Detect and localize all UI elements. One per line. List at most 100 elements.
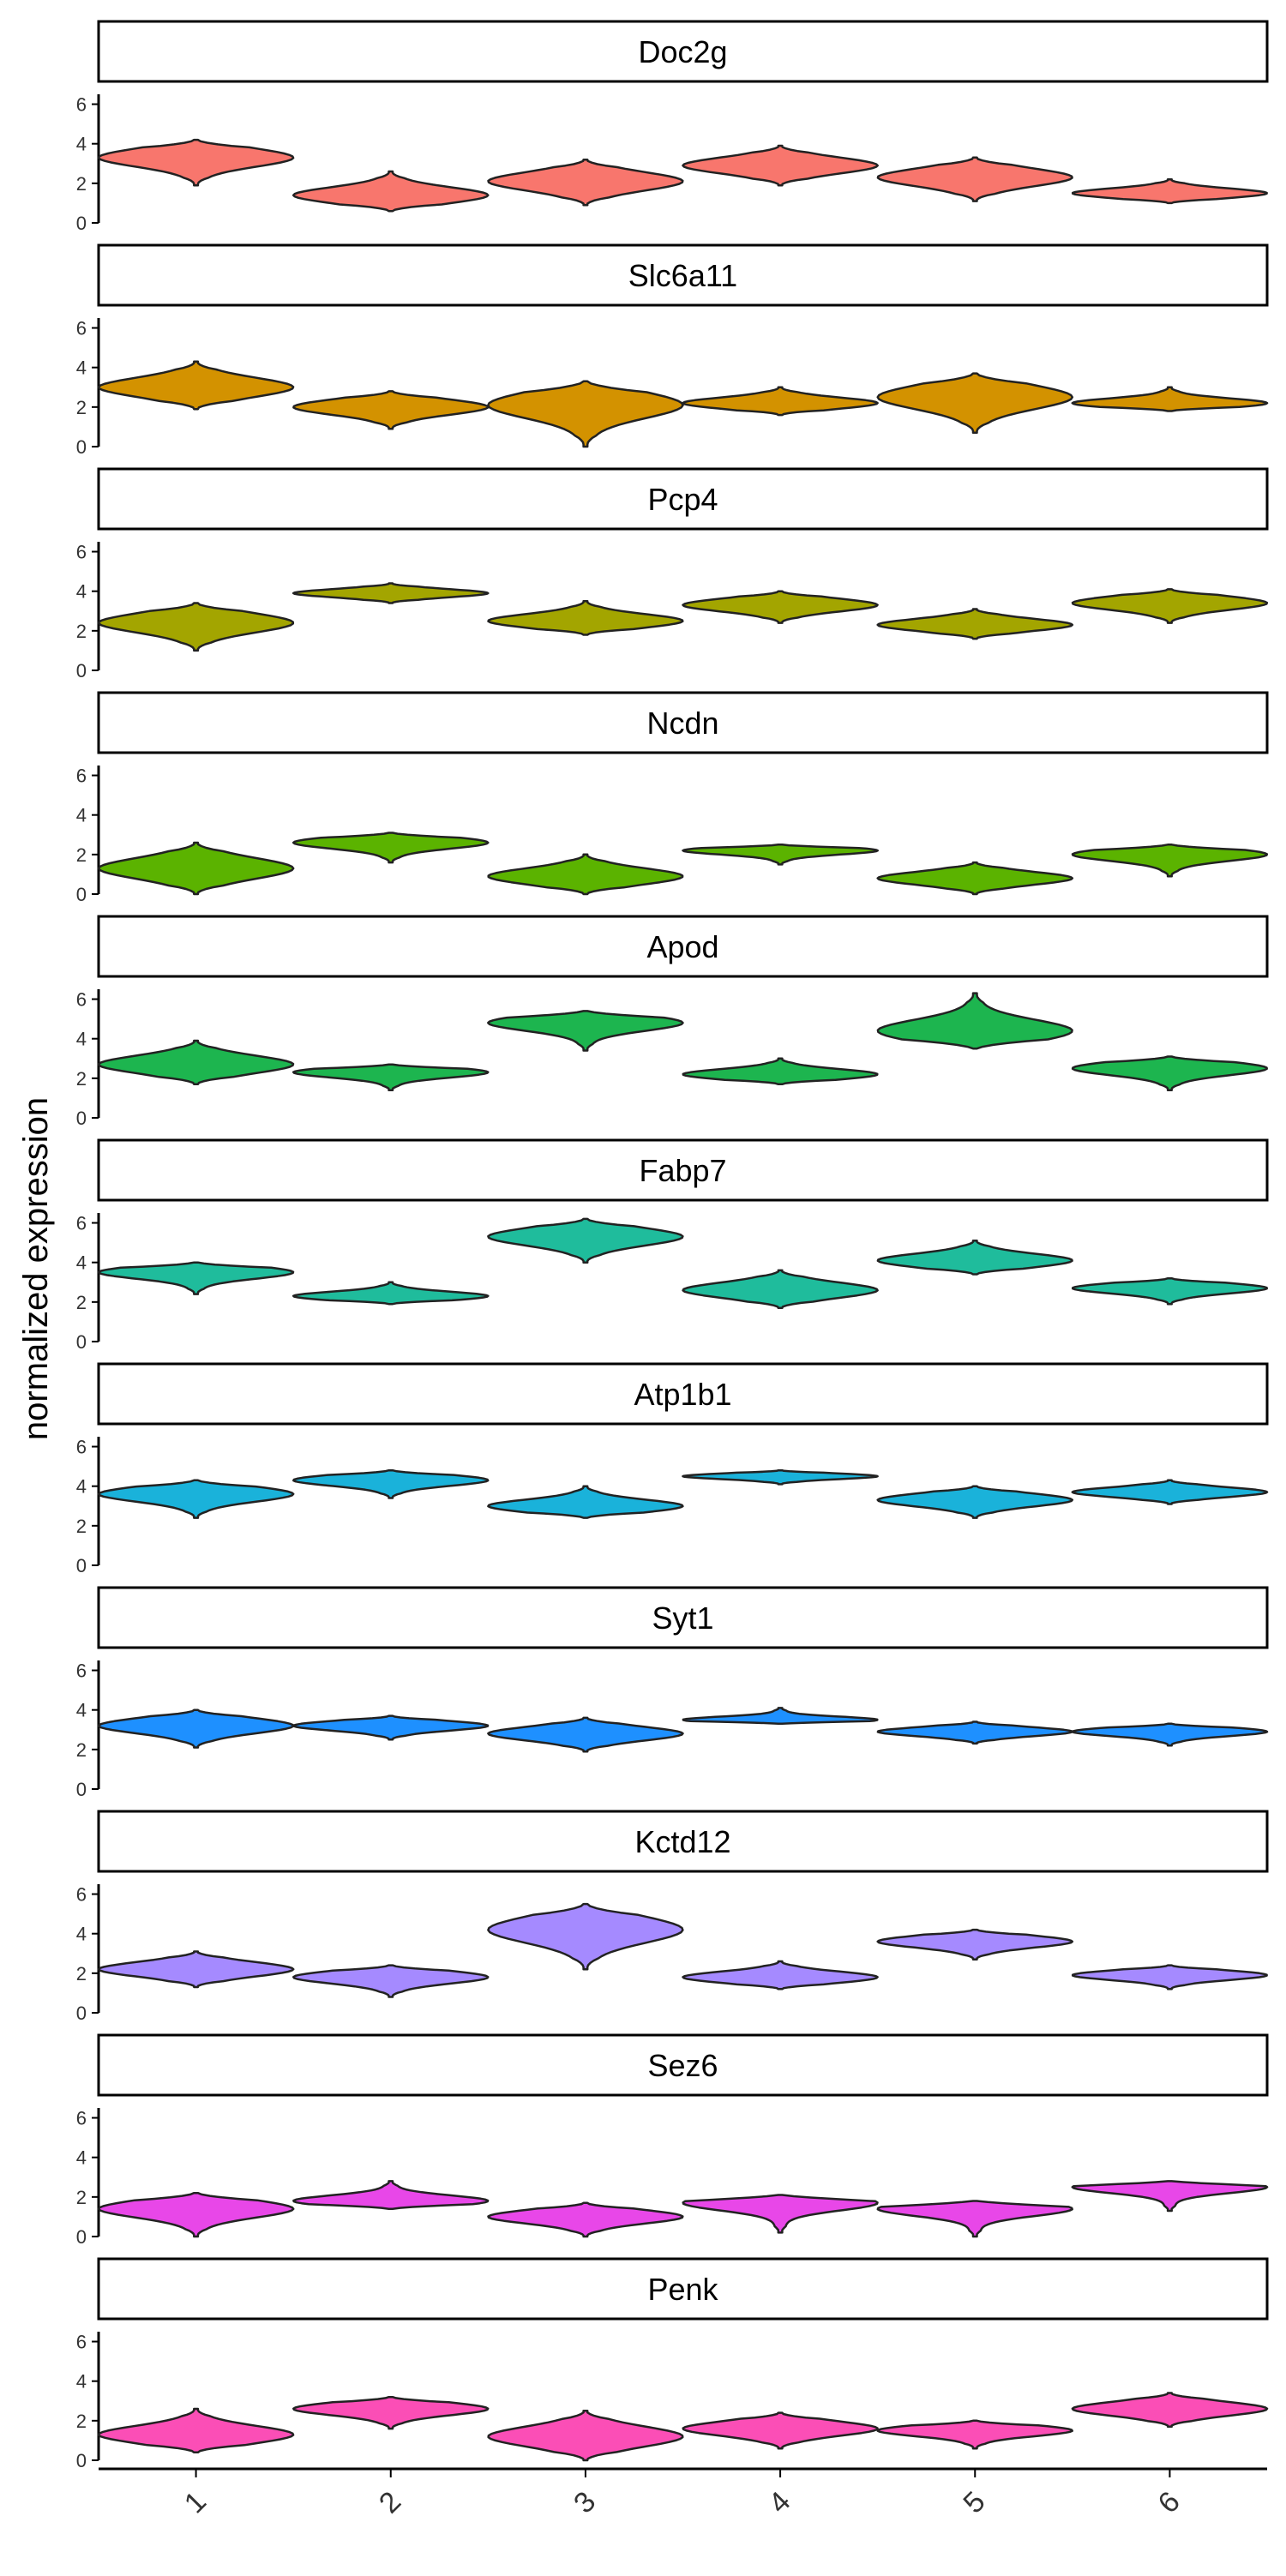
violin-pcp4-5: [876, 608, 1074, 640]
y-tick-label: 2: [76, 1963, 87, 1985]
panel-title: Atp1b1: [634, 1377, 731, 1412]
violin-apod-5: [876, 992, 1073, 1050]
violin-pcp4-1: [98, 602, 295, 652]
violin-slc6a11-5: [876, 372, 1074, 435]
violin-kctd12-5: [876, 1928, 1074, 1961]
y-axis-label: normalized expression: [17, 1097, 55, 1440]
panel-title: Penk: [647, 2272, 718, 2307]
violin-atp1b1-2: [292, 1468, 490, 1499]
violin-syt1-2: [292, 1714, 490, 1741]
panel-title: Kctd12: [634, 1824, 730, 1859]
y-tick-label: 6: [76, 2332, 87, 2353]
y-tick-label: 0: [76, 2226, 87, 2248]
y-tick-label: 0: [76, 2003, 87, 2024]
strip-box: [97, 1138, 1269, 1202]
violin-slc6a11-6: [1071, 386, 1269, 412]
strip-box: [97, 915, 1269, 978]
y-tick-label: 2: [76, 844, 87, 866]
y-tick-label: 4: [76, 1252, 87, 1274]
y-tick-label: 6: [76, 542, 87, 563]
panel-title: Apod: [646, 929, 718, 964]
violin-atp1b1-6: [1071, 1479, 1269, 1505]
y-tick-label: 6: [76, 1884, 87, 1906]
y-tick-label: 6: [76, 1660, 87, 1682]
panel-sez6: Sez6 0 2 4 6: [76, 2033, 1269, 2248]
violin-penk-5: [876, 2419, 1073, 2450]
violin-penk-1: [97, 2407, 295, 2454]
violin-syt1-4: [682, 1707, 879, 1726]
violin-kctd12-4: [682, 1960, 879, 1991]
y-tick-label: 6: [76, 1437, 87, 1458]
y-tick-label: 4: [76, 134, 87, 155]
panel-fabp7: Fabp7 0 2 4 6: [76, 1138, 1269, 1353]
violin-pcp4-6: [1071, 588, 1269, 624]
y-tick-label: 0: [76, 1331, 87, 1353]
violin-fabp7-3: [487, 1217, 684, 1264]
panel-title: Ncdn: [646, 706, 718, 741]
y-tick-label: 2: [76, 2187, 87, 2208]
violin-syt1-5: [876, 1720, 1073, 1745]
violin-pcp4-2: [291, 582, 490, 604]
y-tick-label: 4: [76, 1029, 87, 1050]
violin-syt1-6: [1071, 1722, 1269, 1747]
strip-box: [97, 20, 1269, 83]
strip-box: [97, 2257, 1269, 2321]
y-tick-label: 4: [76, 2147, 87, 2169]
strip-box: [97, 243, 1269, 307]
y-tick-label: 2: [76, 1068, 87, 1090]
strip-box: [97, 1362, 1269, 1426]
violin-doc2g-4: [682, 144, 879, 187]
panel-slc6a11: Slc6a11 0 2 4 6: [76, 243, 1269, 458]
panels-layer: Doc2g0246Slc6a110246Pcp40246Ncdn0246Apod…: [76, 20, 1269, 2471]
panel-pcp4: Pcp4 0 2 4 6: [76, 467, 1269, 682]
violin-atp1b1-3: [487, 1485, 684, 1519]
violin-kctd12-3: [487, 1902, 684, 1971]
strip-box: [97, 2033, 1269, 2097]
panel-apod: Apod 0 2 4 6: [76, 915, 1269, 1129]
y-tick-label: 0: [76, 2450, 87, 2471]
panel-ncdn: Ncdn 0 2 4 6: [76, 691, 1269, 905]
y-tick-label: 4: [76, 357, 87, 379]
violin-apod-1: [97, 1039, 295, 1086]
violin-ncdn-1: [97, 841, 295, 896]
violin-atp1b1-4: [682, 1468, 879, 1486]
violin-doc2g-5: [876, 156, 1073, 202]
panel-title: Slc6a11: [628, 258, 737, 293]
panel-title: Doc2g: [638, 34, 727, 69]
strip-box: [97, 1586, 1269, 1649]
y-tick-label: 2: [76, 1292, 87, 1313]
y-tick-label: 2: [76, 397, 87, 418]
y-tick-label: 0: [76, 884, 87, 905]
y-tick-label: 6: [76, 989, 87, 1011]
x-tick-label: 1: [178, 2485, 213, 2519]
panel-title: Sez6: [647, 2048, 718, 2083]
y-tick-label: 2: [76, 621, 87, 642]
violin-apod-6: [1071, 1055, 1268, 1091]
y-tick-label: 2: [76, 1739, 87, 1761]
violin-atp1b1-5: [876, 1485, 1074, 1519]
strip-box: [97, 691, 1269, 754]
violin-sez6-6: [1071, 2180, 1269, 2213]
violin-fabp7-6: [1071, 1276, 1268, 1306]
violin-ncdn-3: [487, 853, 684, 896]
violin-fabp7-4: [682, 1269, 879, 1310]
violin-penk-4: [682, 2411, 879, 2450]
y-tick-label: 6: [76, 766, 87, 787]
y-tick-label: 4: [76, 1476, 87, 1498]
y-tick-label: 6: [76, 94, 87, 116]
panel-syt1: Syt1 0 2 4 6: [76, 1586, 1269, 1800]
violin-sez6-5: [876, 2200, 1073, 2238]
y-tick-label: 4: [76, 1700, 87, 1721]
y-tick-label: 4: [76, 581, 87, 603]
violin-sez6-2: [292, 2180, 490, 2210]
panel-atp1b1: Atp1b1 0 2 4 6: [76, 1362, 1269, 1576]
y-tick-label: 0: [76, 1779, 87, 1800]
violin-atp1b1-1: [97, 1479, 295, 1519]
violin-penk-3: [487, 2410, 684, 2462]
x-tick-label: 6: [1152, 2485, 1187, 2519]
y-tick-label: 4: [76, 805, 87, 826]
y-tick-label: 0: [76, 660, 87, 682]
y-tick-label: 2: [76, 173, 87, 195]
violin-pcp4-4: [682, 590, 879, 624]
